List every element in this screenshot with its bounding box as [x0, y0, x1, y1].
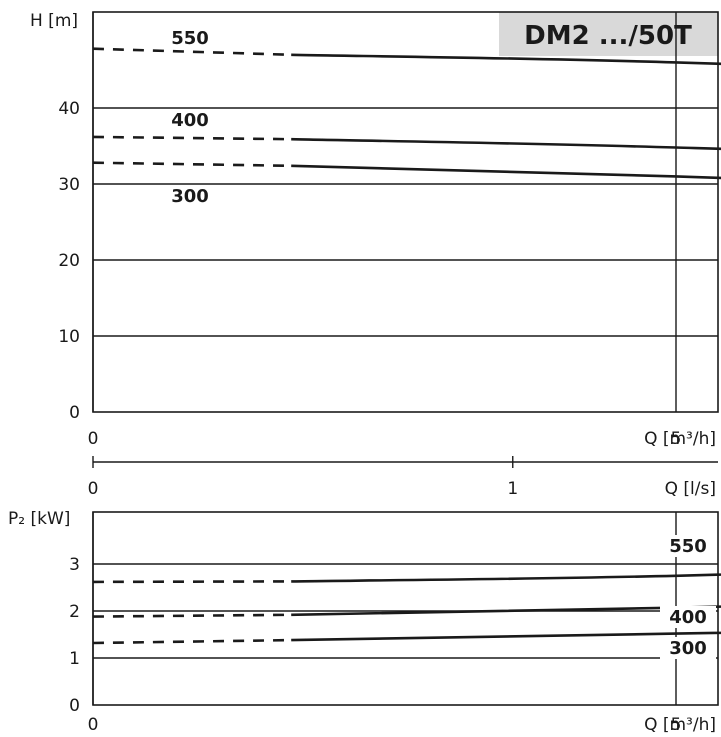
power-plot-frame — [92, 511, 719, 706]
head-y-tick-label: 10 — [58, 327, 80, 347]
head-curve-label-bg — [164, 109, 216, 131]
head-curve-550 — [291, 53, 721, 66]
power-y-axis-label: P₂ [kW] — [8, 509, 70, 529]
power-curve-label-400: 400 — [669, 607, 707, 628]
power-x-tick-label: 0 — [88, 715, 99, 735]
ls-tick-label: 0 — [88, 479, 99, 499]
power-curve-label-bg — [660, 606, 716, 628]
head-curve-label-550: 550 — [171, 28, 209, 49]
chart-title: DM2 .../50T — [524, 21, 692, 51]
power-y-tick-label: 0 — [69, 696, 80, 716]
power-y-tick-label: 2 — [69, 602, 80, 622]
head-curve-400-dash-start — [92, 135, 292, 141]
power-curve-label-bg — [660, 535, 716, 557]
head-curve-300-dash-start — [92, 161, 292, 168]
head-y-tick-label: 30 — [58, 175, 80, 195]
head-curve-400 — [291, 137, 721, 151]
head-y-tick-label: 20 — [58, 251, 80, 271]
power-curve-550-dash-start — [92, 580, 292, 584]
power-curve-300 — [291, 631, 721, 642]
power-curve-400 — [291, 605, 721, 617]
flow-ls-axis: 0123456Q [l/s] — [88, 456, 718, 499]
head-curve-label-300: 300 — [171, 186, 209, 207]
power-curve-label-550: 550 — [669, 536, 707, 557]
head-curve-label-400: 400 — [171, 110, 209, 131]
title-box-background — [499, 12, 718, 56]
head-y-tick-label: 0 — [69, 403, 80, 423]
head-curve-label-bg — [164, 185, 216, 207]
head-curve-label-bg — [164, 27, 216, 49]
head-x-tick-label: 5 — [671, 429, 682, 449]
power-curve-300-dash-start — [92, 638, 292, 645]
power-x-tick-label: 5 — [671, 715, 682, 735]
ls-tick-label: 1 — [507, 479, 518, 499]
ls-axis-label: Q [l/s] — [665, 479, 716, 499]
head-plot-frame — [92, 11, 719, 413]
power-curve-label-300: 300 — [669, 638, 707, 659]
power-x-axis-label: Q [m³/h] — [644, 715, 716, 735]
head-x-tick-label: 0 — [88, 429, 99, 449]
power-curve-label-bg — [660, 637, 716, 659]
chart-title-box: DM2 .../50T — [499, 12, 718, 56]
power-y-tick-label: 1 — [69, 649, 80, 669]
head-curve-550-dash-start — [92, 47, 292, 57]
power-curve-550 — [291, 573, 721, 583]
head-x-axis-label: Q [m³/h] — [644, 429, 716, 449]
head-y-tick-label: 40 — [58, 99, 80, 119]
power-y-tick-label: 3 — [69, 555, 80, 575]
head-y-axis-label: H [m] — [30, 11, 78, 31]
power-curve-400-dash-start — [92, 613, 292, 618]
head-curve-300 — [291, 164, 721, 180]
